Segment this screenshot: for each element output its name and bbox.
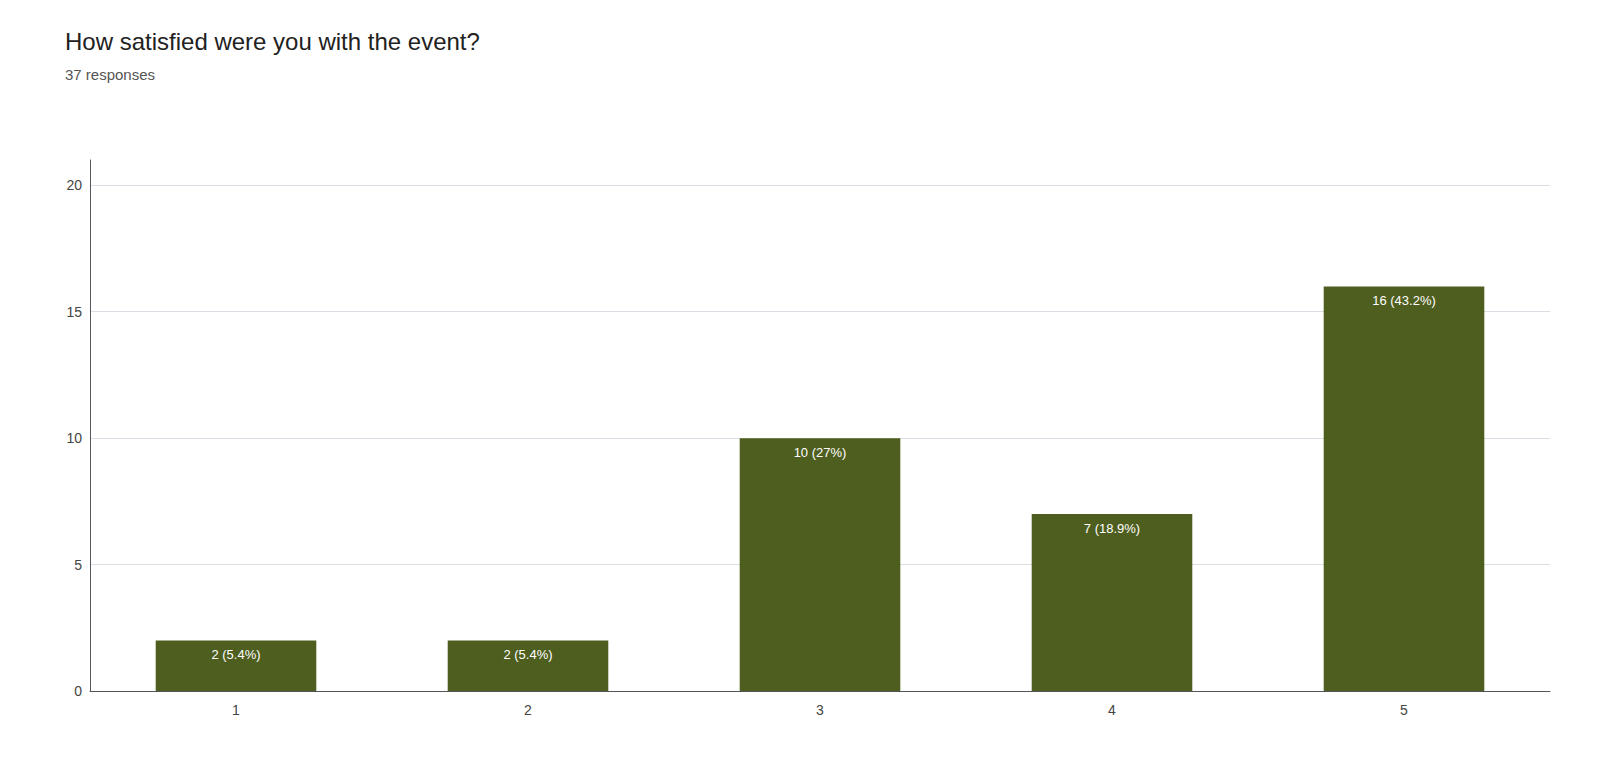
svg-text:2 (5.4%): 2 (5.4%) (211, 647, 260, 662)
svg-text:16 (43.2%): 16 (43.2%) (1372, 293, 1436, 308)
svg-text:10 (27%): 10 (27%) (794, 445, 847, 460)
svg-text:0: 0 (74, 683, 82, 699)
svg-text:5: 5 (74, 557, 82, 573)
svg-text:5: 5 (1400, 702, 1408, 718)
svg-text:4: 4 (1108, 702, 1116, 718)
svg-text:2 (5.4%): 2 (5.4%) (503, 647, 552, 662)
svg-text:37 responses: 37 responses (65, 66, 155, 83)
svg-text:3: 3 (816, 702, 824, 718)
svg-text:10: 10 (66, 430, 82, 446)
svg-text:15: 15 (66, 304, 82, 320)
svg-text:7 (18.9%): 7 (18.9%) (1084, 521, 1140, 536)
svg-text:How satisfied were you with th: How satisfied were you with the event? (65, 28, 480, 55)
svg-text:20: 20 (66, 177, 82, 193)
svg-text:1: 1 (232, 702, 240, 718)
svg-text:2: 2 (524, 702, 532, 718)
